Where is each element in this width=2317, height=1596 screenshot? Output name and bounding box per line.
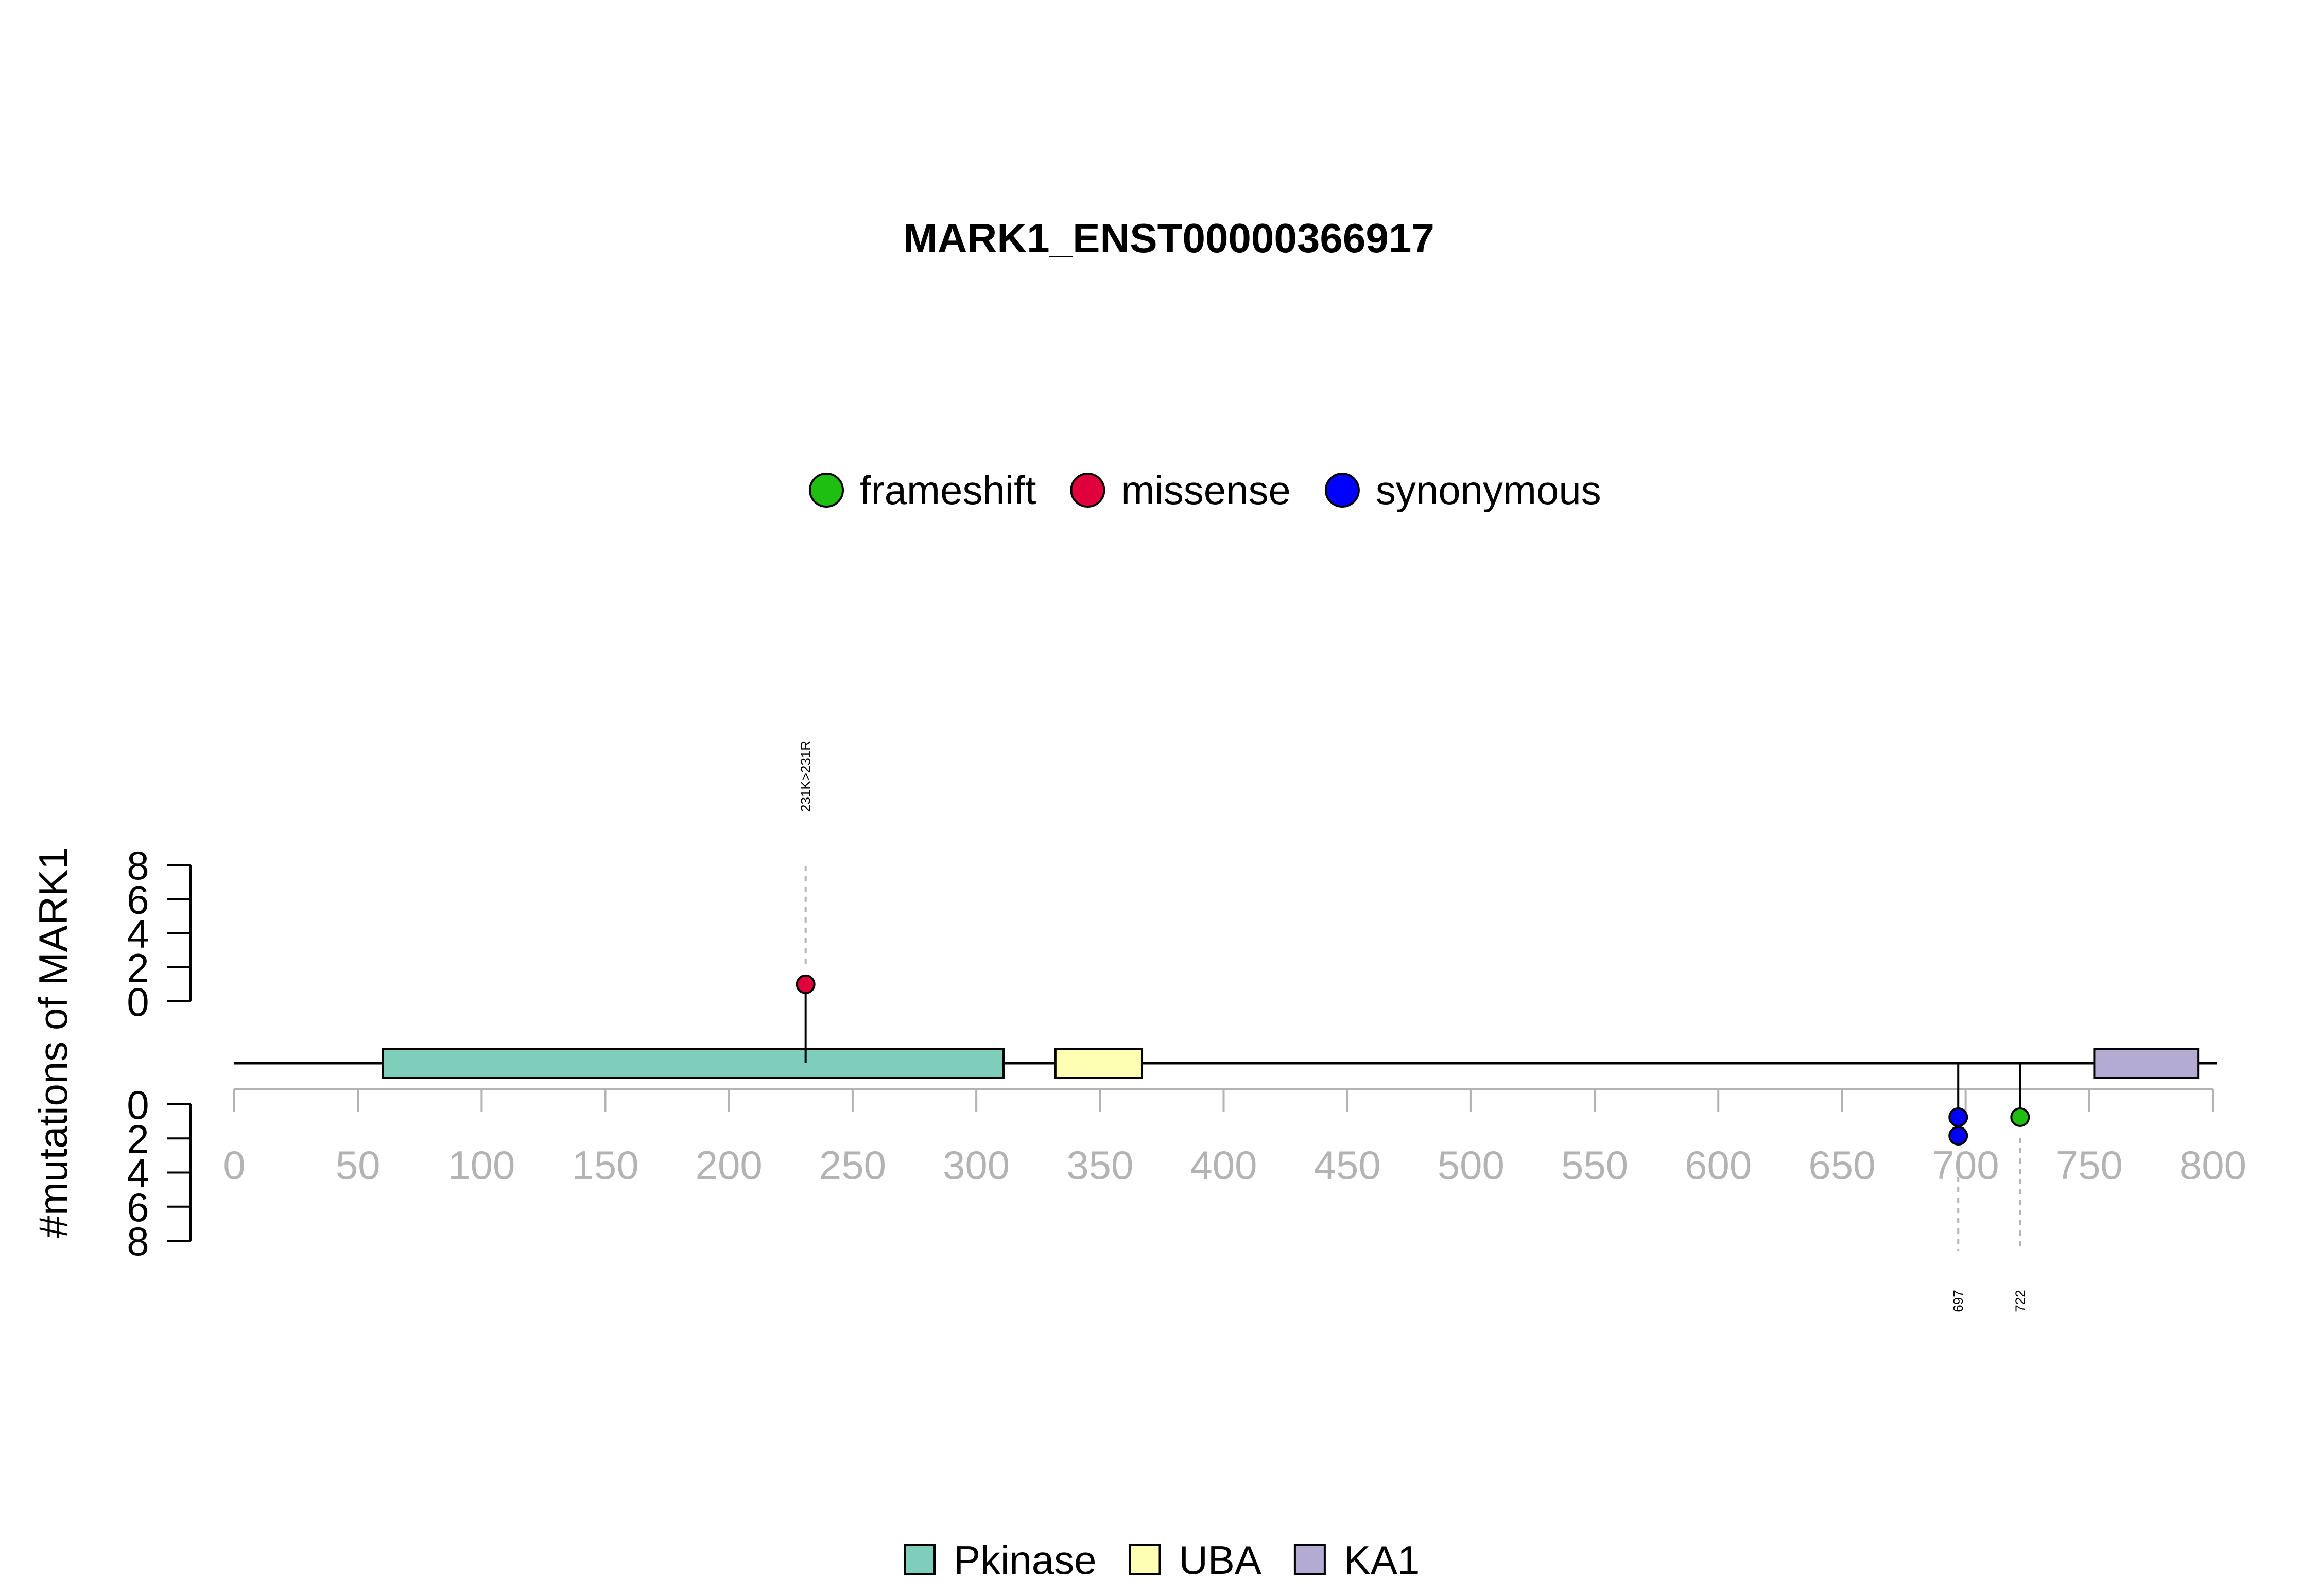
legend-label-Pkinase: Pkinase xyxy=(954,1537,1097,1583)
legend-swatch-KA1 xyxy=(1293,1544,1326,1575)
legend-label-KA1: KA1 xyxy=(1344,1537,1420,1583)
domain-legend: Pkinase UBA KA1 xyxy=(904,1537,1420,1583)
chart-title: MARK1_ENST00000366917 xyxy=(903,215,1434,261)
x-tick-label-400: 400 xyxy=(1190,1142,1257,1188)
x-tick-label-350: 350 xyxy=(1066,1142,1133,1188)
mutation-legend: frameshift missense synonymous xyxy=(809,467,1601,513)
domain-UBA xyxy=(1054,1048,1143,1079)
legend-marker-missense xyxy=(1070,473,1105,508)
x-tick-label-700: 700 xyxy=(1932,1142,1999,1188)
y-tick-label-lower-6: 6 xyxy=(127,1185,149,1230)
legend-label-synonymous: synonymous xyxy=(1376,467,1601,513)
y-tick-label-lower-8: 8 xyxy=(127,1219,149,1264)
legend-marker-frameshift xyxy=(809,473,844,508)
x-tick-label-250: 250 xyxy=(819,1142,886,1188)
x-tick-label-100: 100 xyxy=(448,1142,515,1188)
domain-KA1 xyxy=(2093,1048,2200,1079)
legend-swatch-Pkinase xyxy=(904,1544,936,1575)
mutation-label: 231K>231R xyxy=(798,741,814,812)
mutation-722: 722 xyxy=(2010,1063,2030,1312)
mutation-231K>231R: 231K>231R xyxy=(796,741,816,1063)
legend-marker-synonymous xyxy=(1324,473,1360,508)
x-tick-label-200: 200 xyxy=(696,1142,763,1188)
x-tick-label-0: 0 xyxy=(223,1142,245,1188)
domain-Pkinase xyxy=(382,1048,1005,1079)
x-tick-label-750: 750 xyxy=(2056,1142,2123,1188)
x-axis: 0 50 100 150 200 250 300 350 400 450 500 550 600 650 7… xyxy=(223,1088,2246,1188)
x-tick-label-450: 450 xyxy=(1314,1142,1381,1188)
legend-label-missense: missense xyxy=(1121,467,1290,513)
legend-swatch-UBA xyxy=(1129,1544,1161,1575)
mutation-label: 697 xyxy=(1950,1290,1966,1312)
mutation-697: 697 xyxy=(1948,1063,1968,1312)
legend-label-UBA: UBA xyxy=(1179,1537,1261,1583)
legend-label-frameshift: frameshift xyxy=(860,467,1036,513)
y-tick-label-lower-2: 2 xyxy=(127,1116,149,1161)
x-tick-label-800: 800 xyxy=(2180,1142,2246,1188)
mutation-point xyxy=(1948,1126,1968,1146)
x-tick-label-300: 300 xyxy=(943,1142,1010,1188)
x-tick-label-500: 500 xyxy=(1438,1142,1505,1188)
y-tick-label-upper-6: 6 xyxy=(127,877,149,922)
mutation-point xyxy=(2010,1107,2030,1127)
y-axis-label: #mutations of MARK1 xyxy=(30,847,76,1238)
y-tick-label-upper-0: 0 xyxy=(127,979,149,1025)
y-tick-label-lower-4: 4 xyxy=(127,1151,149,1196)
mutation-label: 722 xyxy=(2012,1290,2028,1312)
mutation-track: 231K>231R 697 722 xyxy=(796,741,2030,1312)
mutation-point xyxy=(1948,1107,1968,1127)
x-tick-label-150: 150 xyxy=(572,1142,638,1188)
y-tick-label-lower-0: 0 xyxy=(127,1082,149,1127)
x-tick-label-600: 600 xyxy=(1685,1142,1752,1188)
x-tick-label-550: 550 xyxy=(1561,1142,1628,1188)
y-tick-label-upper-4: 4 xyxy=(127,911,149,957)
mutation-point xyxy=(796,974,816,994)
x-tick-label-650: 650 xyxy=(1808,1142,1875,1188)
domain-track xyxy=(382,1048,2200,1079)
x-tick-label-50: 50 xyxy=(336,1142,381,1188)
y-tick-label-upper-2: 2 xyxy=(127,945,149,991)
y-tick-label-upper-8: 8 xyxy=(127,843,149,888)
